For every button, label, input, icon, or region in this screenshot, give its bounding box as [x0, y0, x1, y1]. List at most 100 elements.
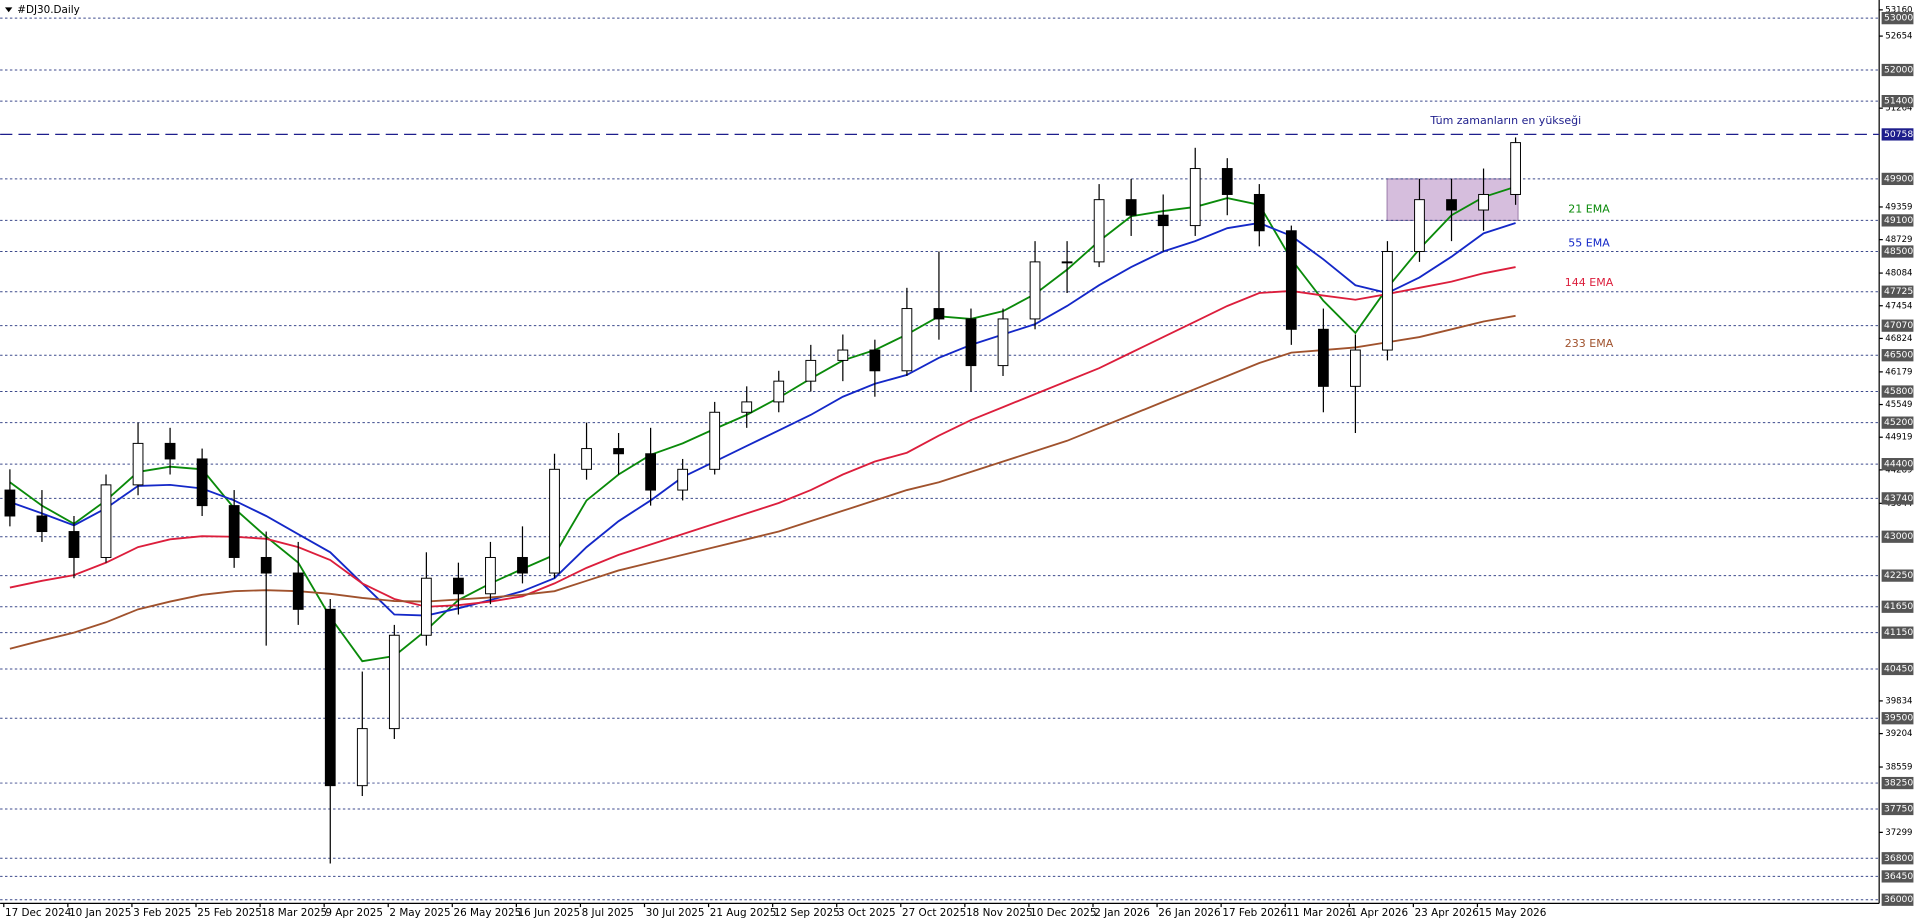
level-label: 36000	[1884, 894, 1913, 905]
x-tick-label: 12 Sep 2025	[774, 907, 840, 919]
y-tick-label: 39204	[1885, 729, 1912, 739]
x-tick-label: 3 Oct 2025	[838, 907, 896, 919]
level-label: 38250	[1884, 778, 1913, 789]
level-label-box	[1881, 214, 1914, 227]
x-tick-label: 25 Feb 2025	[197, 907, 262, 919]
candle-body	[517, 556, 528, 574]
level-label-box	[1881, 245, 1914, 258]
y-tick-label: 44289	[1885, 465, 1912, 475]
x-tick-label: 23 Apr 2026	[1415, 907, 1479, 919]
level-label: 47070	[1884, 320, 1913, 331]
level-label: 41650	[1884, 601, 1913, 612]
y-tick-label: 44919	[1885, 433, 1912, 443]
menu-triangle[interactable]	[5, 7, 13, 13]
ema-label: 21 EMA	[1568, 202, 1610, 215]
level-label: 43000	[1884, 531, 1913, 542]
candle-body	[965, 318, 977, 367]
level-label-box	[1881, 63, 1914, 77]
candle-body	[549, 468, 560, 574]
candle-body	[420, 577, 432, 636]
level-label-box	[1881, 319, 1914, 332]
x-tick-label: 18 Mar 2025	[261, 907, 327, 919]
level-label-box	[1881, 870, 1914, 883]
candle-body	[1478, 193, 1489, 211]
level-label-box	[1881, 530, 1914, 543]
candle-body	[869, 349, 881, 372]
ema-label: 233 EMA	[1565, 337, 1614, 350]
y-tick-label: 46824	[1885, 334, 1912, 344]
level-label: 51400	[1884, 96, 1913, 107]
y-tick-label: 49359	[1885, 202, 1912, 212]
ema-line	[9, 314, 1516, 650]
chart-title: #DJ30.Daily	[17, 4, 80, 16]
level-label: 53000	[1884, 13, 1913, 24]
candle-body	[1446, 199, 1457, 211]
candle-body	[4, 489, 16, 517]
level-label-box	[1881, 852, 1914, 865]
y-tick-label: 37299	[1885, 828, 1912, 838]
candle-body	[164, 442, 176, 460]
candle-body	[1414, 199, 1425, 253]
candle-body	[1382, 251, 1393, 351]
candle-body	[613, 448, 624, 455]
ema-label: 144 EMA	[1565, 276, 1614, 289]
candle-body	[453, 577, 464, 595]
x-tick-label: 2 Jan 2026	[1094, 907, 1150, 919]
y-tick-label: 52654	[1885, 32, 1912, 42]
candle-body	[1285, 230, 1297, 330]
y-tick-label: 46179	[1885, 367, 1912, 377]
ema-line	[9, 266, 1516, 608]
level-label-box	[1881, 95, 1914, 108]
x-tick-label: 9 Apr 2025	[325, 907, 383, 919]
ema-label: 55 EMA	[1568, 237, 1610, 250]
candle-body	[36, 515, 48, 533]
x-tick-label: 27 Oct 2025	[902, 907, 966, 919]
level-label: 45800	[1884, 386, 1913, 397]
candle-body	[741, 401, 753, 413]
candle-body	[901, 308, 913, 372]
level-label: 47725	[1884, 286, 1913, 297]
candle-body	[1350, 349, 1361, 387]
y-tick-label: 39834	[1885, 696, 1912, 706]
candle-body	[485, 556, 496, 595]
ath-annotation: Tüm zamanların en yükseği	[1429, 114, 1581, 127]
x-tick-label: 15 May 2026	[1479, 907, 1547, 919]
level-label: 40450	[1884, 663, 1913, 674]
y-tick-label: 48084	[1885, 269, 1912, 279]
level-label-box	[1881, 712, 1914, 725]
level-label-box	[1881, 662, 1914, 676]
candle-body	[292, 572, 304, 610]
candle-body	[388, 634, 400, 730]
candle-body	[1317, 328, 1329, 387]
x-tick-label: 8 Jul 2025	[582, 907, 634, 919]
ath-label-box	[1881, 128, 1914, 141]
candle-body	[773, 380, 785, 403]
candle-body	[1029, 261, 1041, 320]
candle-body	[1157, 214, 1169, 227]
x-tick-label: 26 Jan 2026	[1158, 907, 1220, 919]
candle-body	[100, 484, 112, 558]
y-tick-label: 38559	[1885, 763, 1912, 773]
level-label-box	[1881, 285, 1914, 298]
y-tick-label: 51264	[1885, 104, 1912, 114]
candle-body	[228, 505, 240, 558]
x-tick-label: 30 Jul 2025	[646, 907, 705, 919]
level-label: 46500	[1884, 350, 1913, 361]
ath-label: 50758	[1884, 129, 1913, 140]
level-label: 36450	[1884, 871, 1913, 882]
candle-body	[1510, 142, 1521, 195]
x-tick-label: 17 Dec 2024	[5, 907, 72, 919]
candle-body	[933, 308, 945, 320]
level-label-box	[1881, 458, 1914, 471]
level-label: 45200	[1884, 417, 1913, 428]
x-tick-label: 18 Nov 2025	[966, 907, 1033, 919]
y-tick-label: 47454	[1885, 301, 1912, 311]
level-label: 49900	[1884, 173, 1913, 184]
level-label: 44400	[1884, 459, 1913, 470]
y-tick-label: 45549	[1885, 400, 1912, 410]
x-tick-label: 10 Dec 2025	[1030, 907, 1096, 919]
candle-body	[68, 531, 80, 558]
